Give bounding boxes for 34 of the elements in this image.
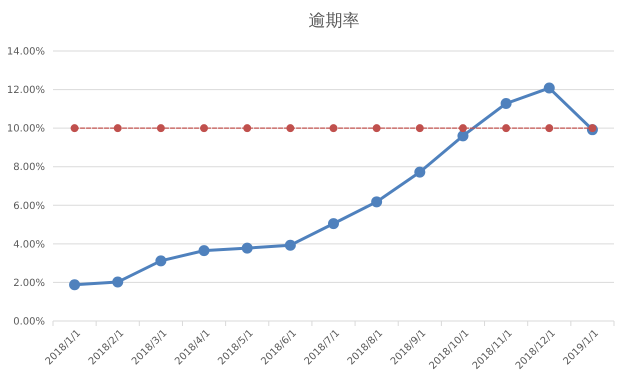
- y-tick-label: 2.00%: [13, 278, 45, 289]
- y-tick-label: 4.00%: [13, 239, 45, 250]
- y-tick-label: 10.00%: [6, 124, 45, 135]
- chart-title: 逾期率: [308, 11, 360, 31]
- point: [502, 124, 510, 132]
- point: [500, 98, 512, 109]
- y-tick-label: 0.00%: [13, 316, 45, 328]
- y-tick-label: 8.00%: [13, 162, 45, 174]
- point: [286, 124, 294, 132]
- y-tick-label: 14.00%: [6, 46, 45, 58]
- point: [328, 218, 339, 230]
- point: [200, 124, 208, 132]
- point: [545, 124, 554, 132]
- point: [69, 279, 80, 290]
- point: [155, 255, 166, 266]
- point: [284, 240, 296, 251]
- point: [112, 276, 124, 288]
- point: [330, 124, 338, 132]
- point: [544, 82, 555, 94]
- point: [243, 124, 252, 132]
- point: [156, 124, 165, 132]
- point: [242, 242, 253, 254]
- point: [70, 124, 79, 132]
- point: [198, 245, 210, 256]
- point: [414, 166, 426, 178]
- point: [372, 124, 381, 132]
- point: [114, 124, 122, 132]
- y-tick-label: 12.00%: [6, 85, 45, 96]
- point: [416, 124, 424, 132]
- y-tick-label: 6.00%: [13, 200, 45, 212]
- point: [458, 124, 467, 132]
- point: [371, 196, 382, 208]
- point: [588, 124, 596, 132]
- point: [457, 130, 468, 142]
